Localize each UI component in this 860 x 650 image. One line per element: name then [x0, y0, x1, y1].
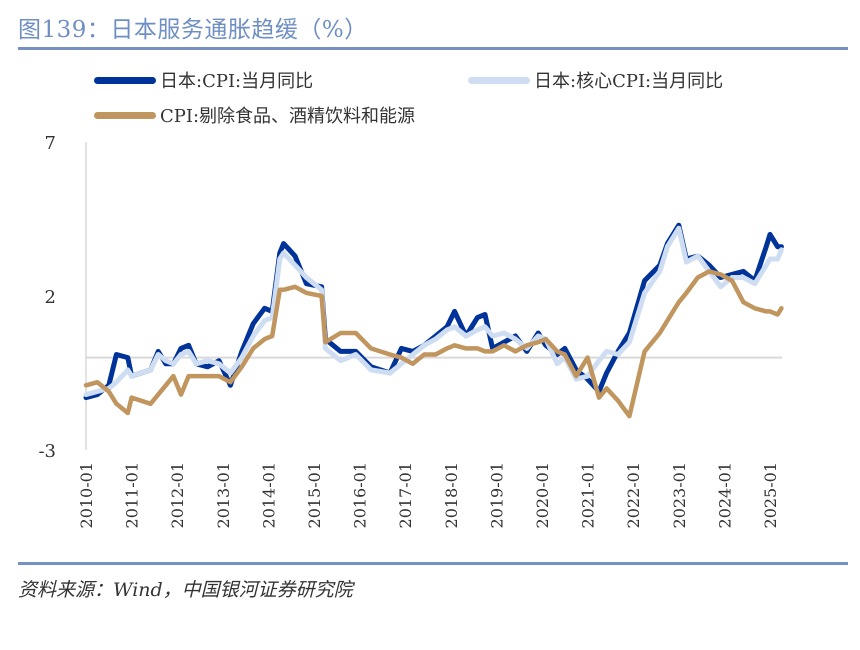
x-tick-label: 2016-01	[351, 462, 370, 528]
legend-swatch	[94, 111, 156, 119]
x-tick-label: 2018-01	[442, 462, 461, 528]
x-tick-label: 2024-01	[715, 462, 734, 528]
x-tick-label: 2014-01	[259, 462, 278, 528]
x-tick-label: 2012-01	[168, 462, 187, 528]
series-line-services-cpi	[83, 269, 784, 419]
x-tick-label: 2011-01	[123, 462, 142, 528]
x-tick-label: 2022-01	[624, 462, 643, 528]
legend-label: CPI:剔除食品、酒精饮料和能源	[160, 106, 416, 127]
x-tick-label: 2020-01	[533, 462, 552, 528]
x-tick-label: 2015-01	[305, 462, 324, 528]
series-line-headline-cpi	[83, 222, 784, 401]
chart-title: 图139：日本服务通胀趋缓（%）	[18, 17, 368, 43]
y-tick-label: 7	[45, 133, 56, 154]
legend-swatch	[94, 76, 156, 84]
source-note: 资料来源：Wind，中国银河证券研究院	[18, 579, 353, 601]
y-tick-label: 2	[45, 287, 56, 308]
legend-item-core: 日本:核心CPI:当月同比	[468, 67, 723, 93]
legend-label: 日本:核心CPI:当月同比	[534, 71, 724, 92]
x-tick-label: 2025-01	[761, 462, 780, 528]
y-tick-label: -3	[38, 441, 56, 462]
legend-item-services: CPI:剔除食品、酒精饮料和能源	[94, 102, 415, 128]
legend-label: 日本:CPI:当月同比	[160, 71, 314, 92]
x-tick-label: 2010-01	[77, 462, 96, 528]
line-chart: 7 2 -3 2010-01 2011-01 2012-01 2013-01 2014-01 2…	[38, 133, 784, 528]
x-tick-label: 2023-01	[670, 462, 689, 528]
series-line-core-cpi	[83, 225, 784, 398]
x-tick-label: 2017-01	[396, 462, 415, 528]
legend-item-headline: 日本:CPI:当月同比	[94, 67, 313, 93]
source-rule	[18, 562, 848, 565]
title-rule	[18, 47, 848, 50]
x-tick-label: 2021-01	[579, 462, 598, 528]
x-tick-label: 2013-01	[214, 462, 233, 528]
legend-swatch	[468, 76, 530, 84]
x-tick-label: 2019-01	[487, 462, 506, 528]
